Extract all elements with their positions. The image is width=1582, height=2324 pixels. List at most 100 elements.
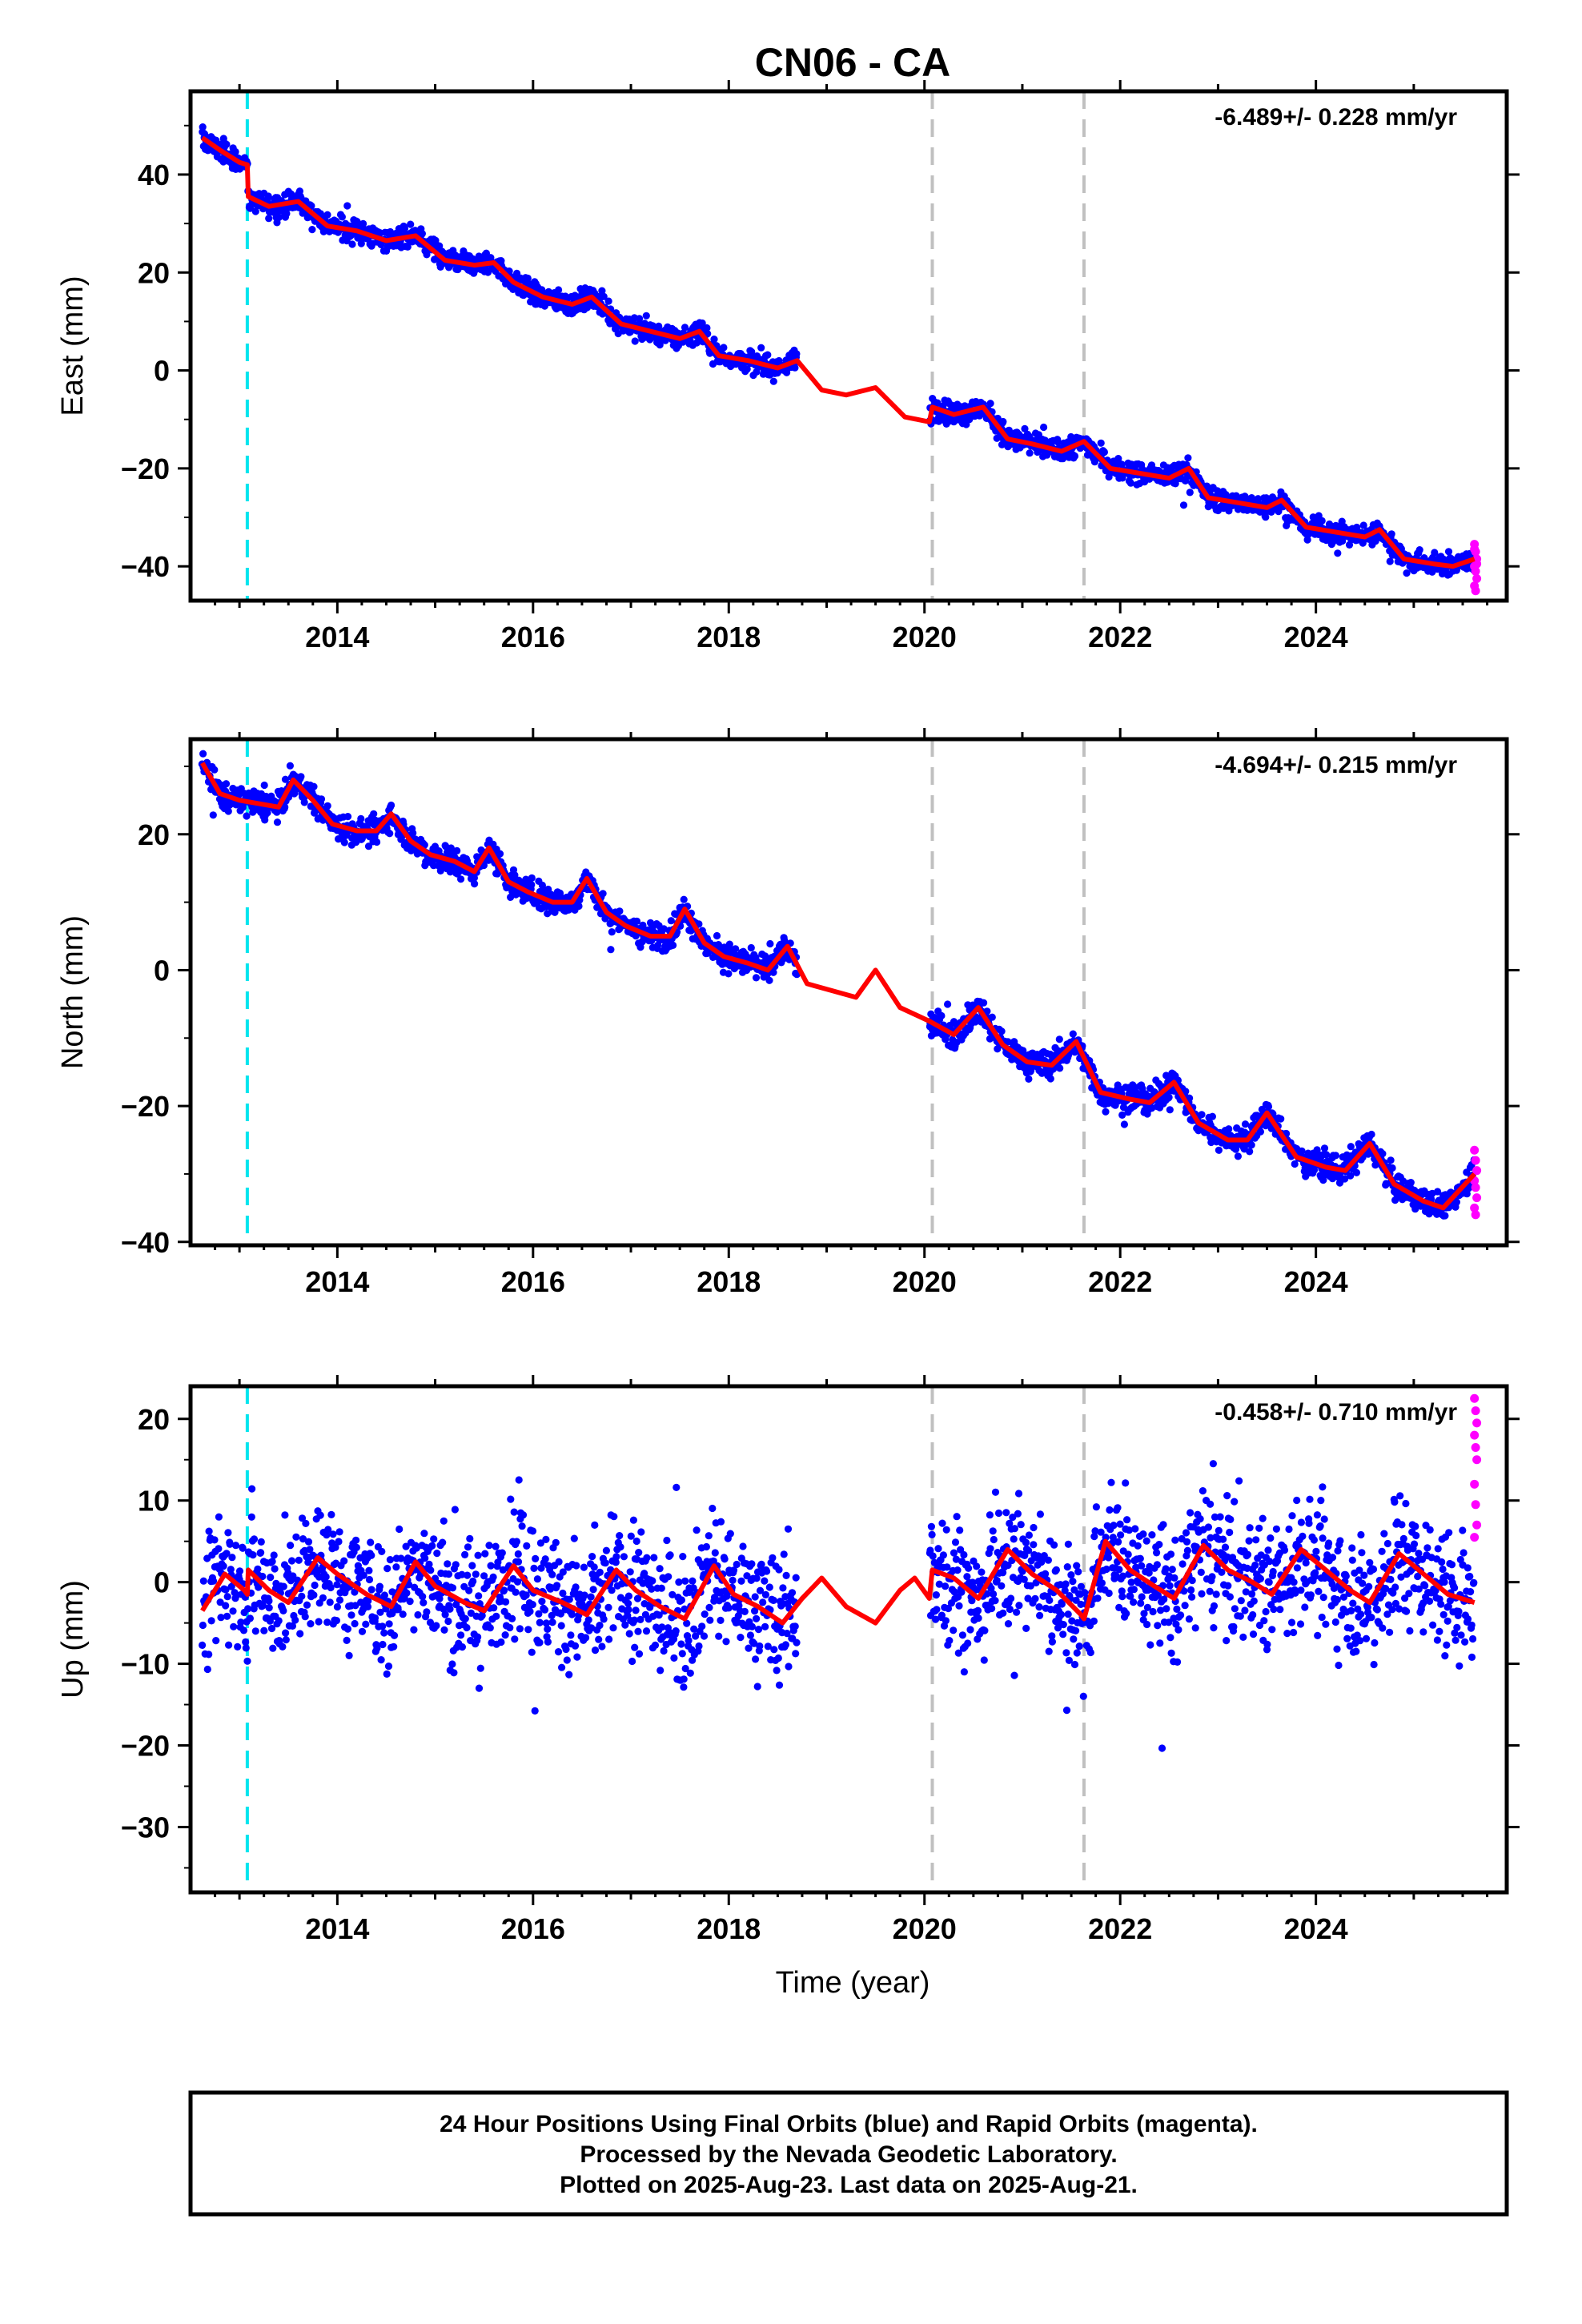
data-point <box>199 1577 207 1585</box>
data-point <box>323 1618 331 1626</box>
data-point <box>452 1561 460 1569</box>
data-point <box>409 829 417 837</box>
data-point <box>223 140 231 148</box>
data-point <box>222 1602 230 1610</box>
rapid-point <box>1471 1156 1480 1165</box>
data-point <box>1331 1152 1339 1160</box>
data-point <box>656 1565 664 1573</box>
data-point <box>584 1616 592 1624</box>
data-point <box>387 801 396 810</box>
data-point <box>572 1583 580 1591</box>
data-point <box>212 1637 220 1645</box>
data-point <box>467 1609 476 1617</box>
data-point <box>357 239 365 247</box>
data-point <box>281 1511 289 1519</box>
data-point <box>246 204 255 212</box>
data-point <box>530 1564 538 1572</box>
data-point <box>243 812 251 820</box>
data-point <box>475 1592 483 1600</box>
data-point <box>725 970 733 978</box>
data-point <box>637 1528 645 1536</box>
data-point <box>250 1535 259 1543</box>
y-axis-label: North (mm) <box>56 915 90 1069</box>
data-point <box>297 773 305 781</box>
data-point <box>663 1536 671 1545</box>
data-point <box>396 1525 404 1534</box>
data-point <box>358 1627 367 1635</box>
data-point <box>399 1610 407 1618</box>
data-point <box>743 365 751 373</box>
data-point <box>1347 1172 1355 1180</box>
data-point <box>582 1634 590 1642</box>
data-point <box>267 1574 275 1582</box>
data-point <box>364 1597 372 1605</box>
data-point <box>1046 1075 1054 1083</box>
data-point <box>1026 449 1034 457</box>
x-tick-label: 2024 <box>1284 1265 1348 1298</box>
data-point <box>273 818 282 826</box>
data-point <box>394 1606 402 1614</box>
data-point <box>519 1511 528 1519</box>
data-point <box>223 1593 231 1601</box>
x-tick-label: 2022 <box>1088 1265 1152 1298</box>
data-point <box>279 1642 287 1651</box>
x-tick-label: 2020 <box>893 621 957 653</box>
data-point <box>1391 1196 1399 1204</box>
panel-frame <box>188 737 1509 1248</box>
data-point <box>343 1625 351 1633</box>
data-point <box>533 1575 542 1583</box>
data-point <box>335 1538 343 1546</box>
data-point <box>378 1547 386 1555</box>
rapid-point <box>1470 1145 1480 1155</box>
data-point <box>234 1642 242 1651</box>
rapid-point <box>1470 545 1480 554</box>
data-point <box>301 1613 309 1621</box>
data-point <box>1407 1179 1415 1187</box>
data-point <box>244 1605 252 1613</box>
rapid-point <box>1471 566 1480 576</box>
data-point <box>642 312 650 320</box>
data-point <box>1256 1128 1264 1136</box>
final-orbit-points <box>199 123 1478 579</box>
data-point <box>1415 546 1423 554</box>
data-point <box>323 211 331 219</box>
data-point <box>1234 1152 1242 1160</box>
plot-area <box>198 739 1482 1245</box>
data-point <box>433 1550 441 1558</box>
y-tick-label: −40 <box>121 1226 170 1259</box>
data-point <box>225 1641 233 1649</box>
data-point <box>265 1597 273 1605</box>
data-point <box>224 807 232 815</box>
data-point <box>228 1554 236 1562</box>
data-point <box>444 1560 452 1568</box>
data-point <box>288 1622 296 1630</box>
data-point <box>680 895 688 903</box>
data-point <box>1126 479 1134 487</box>
data-point <box>580 1591 588 1599</box>
data-point <box>1341 1175 1349 1183</box>
data-point <box>600 292 608 300</box>
data-point <box>643 1554 651 1562</box>
data-point <box>199 1641 207 1649</box>
data-point <box>538 1598 546 1606</box>
data-point <box>265 215 273 223</box>
data-point <box>304 1538 313 1546</box>
data-point <box>1277 1115 1285 1123</box>
data-point <box>247 1513 255 1521</box>
data-point <box>655 322 663 330</box>
data-point <box>732 945 740 953</box>
data-point <box>332 1617 340 1625</box>
data-point <box>626 1568 634 1576</box>
data-point <box>1054 438 1062 446</box>
data-point <box>524 1626 532 1634</box>
data-point <box>563 1656 571 1664</box>
data-point <box>215 1513 223 1521</box>
data-point <box>497 1638 505 1647</box>
data-point <box>486 1624 494 1632</box>
data-point <box>1118 1111 1126 1119</box>
data-point <box>296 1630 304 1638</box>
data-point <box>420 1598 428 1606</box>
data-point <box>271 1565 279 1573</box>
data-point <box>260 781 268 790</box>
